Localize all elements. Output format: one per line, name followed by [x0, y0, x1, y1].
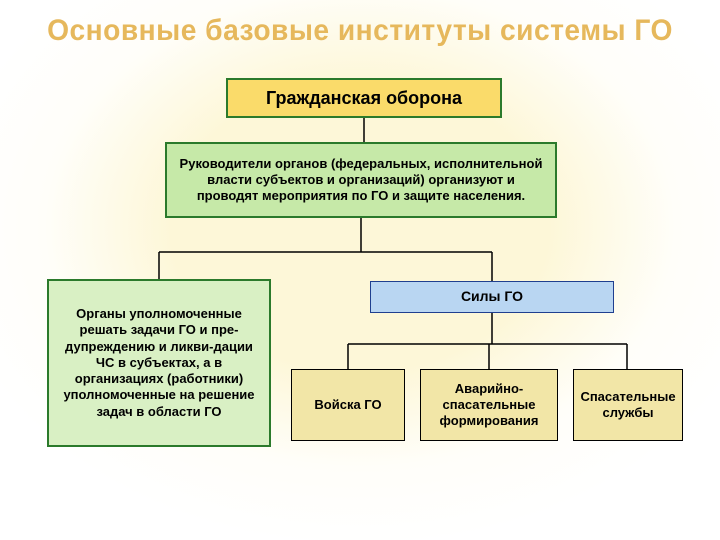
node-root-label: Гражданская оборона: [266, 87, 462, 110]
node-organs-label: Органы уполномоченные решать задачи ГО и…: [59, 306, 259, 420]
node-leaders: Руководители органов (федеральных, испол…: [165, 142, 557, 218]
node-rescue-services: Спасательные службы: [573, 369, 683, 441]
node-rescue-units: Аварийно-спасательные формирования: [420, 369, 558, 441]
node-root: Гражданская оборона: [226, 78, 502, 118]
node-forces: Силы ГО: [370, 281, 614, 313]
node-leaders-label: Руководители органов (федеральных, испол…: [177, 156, 545, 205]
node-organs: Органы уполномоченные решать задачи ГО и…: [47, 279, 271, 447]
node-troops: Войска ГО: [291, 369, 405, 441]
node-rescue-services-label: Спасательные службы: [580, 389, 675, 422]
node-forces-label: Силы ГО: [461, 288, 523, 306]
node-troops-label: Войска ГО: [314, 397, 381, 413]
page-title: Основные базовые институты системы ГО: [22, 14, 699, 48]
node-rescue-units-label: Аварийно-спасательные формирования: [431, 381, 547, 430]
